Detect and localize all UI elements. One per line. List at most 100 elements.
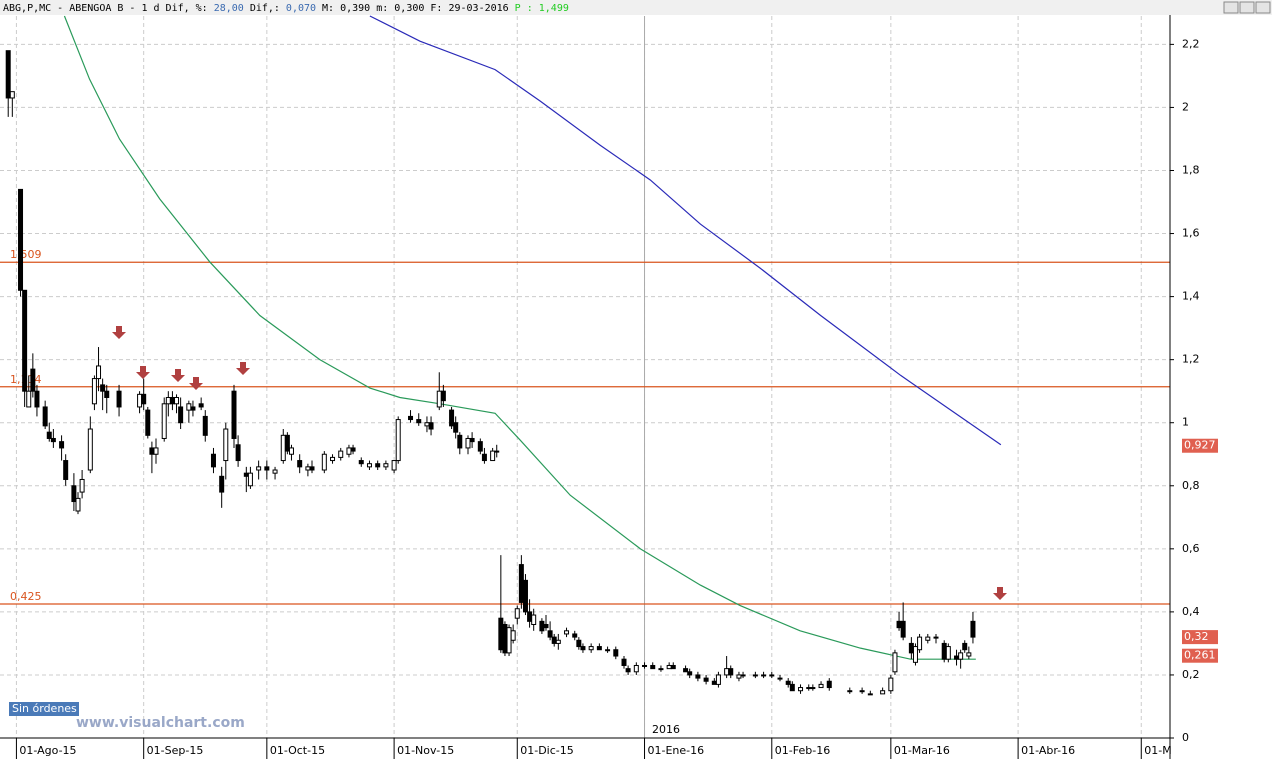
candle-body [449, 409, 455, 427]
candle-body [141, 393, 147, 405]
candle-body [752, 674, 758, 677]
y-tick-label: 0,6 [1182, 542, 1200, 555]
candle-body [457, 434, 463, 449]
candle-body [695, 674, 701, 679]
candle-body [596, 646, 602, 651]
candle-body [50, 437, 56, 443]
candle-body [785, 680, 791, 685]
candle-body [826, 680, 832, 689]
candle-body [116, 390, 122, 408]
y-tick-label: 0,8 [1182, 479, 1200, 492]
candle-body [186, 403, 192, 411]
y-tick-label: 1 [1182, 416, 1189, 429]
moving-average [369, 15, 1002, 446]
candle-body [174, 396, 180, 405]
candle-body [169, 396, 175, 405]
candle-body [859, 690, 865, 693]
header-field: Dif,: [250, 3, 280, 14]
candle-body [728, 668, 734, 676]
candle-body [490, 450, 496, 462]
candle-body [153, 447, 159, 455]
moving-average [63, 15, 976, 660]
header-bar [0, 0, 1272, 15]
candle-body [79, 478, 85, 493]
candle-body [683, 668, 689, 673]
candle-body [818, 683, 824, 689]
candle-body [210, 453, 216, 468]
header-field: M: 0,390 m: 0,300 F: 29-03-2016 [322, 3, 509, 14]
level-label: 1,509 [10, 248, 42, 261]
candle-body [494, 450, 500, 453]
candle-body [30, 368, 36, 392]
candle-body [465, 437, 471, 449]
close[interactable] [1255, 1, 1271, 14]
header-field: 28,00 [214, 3, 244, 14]
candle-body [428, 422, 434, 430]
candle-body [666, 664, 672, 670]
candle-body [543, 623, 549, 629]
candle-body [789, 683, 795, 692]
candle-body [481, 453, 487, 462]
orders-text[interactable]: Sin órdenes [12, 702, 77, 715]
candle-body [880, 690, 886, 695]
orders-button[interactable] [9, 702, 79, 716]
candle-body [806, 687, 812, 690]
candle-body [161, 403, 167, 439]
candle-body [625, 668, 631, 673]
candle-body [288, 447, 294, 455]
candle-body [235, 444, 241, 462]
candle-body [18, 188, 24, 291]
maximize[interactable] [1239, 1, 1255, 14]
y-tick-label: 0,4 [1182, 605, 1200, 618]
candle-body [59, 441, 65, 449]
level-label: 0,425 [10, 590, 42, 603]
candle-body [264, 466, 270, 471]
x-tick-label: 01-Abr-16 [1021, 744, 1075, 757]
candle-body [510, 630, 516, 641]
candle-body [539, 620, 545, 632]
candle-body [962, 642, 968, 651]
y-tick-label: 0,2 [1182, 668, 1200, 681]
window-controls[interactable] [1223, 1, 1271, 14]
candle-body [75, 497, 81, 512]
candle-body [670, 664, 676, 670]
candle-body [917, 636, 923, 651]
candle-body [613, 649, 619, 657]
x-tick-label: 01-Feb-16 [775, 744, 830, 757]
candle-body [945, 646, 951, 660]
candle-body [506, 627, 512, 654]
candle-body [165, 396, 171, 405]
candle-body [231, 390, 237, 439]
candle-body [703, 677, 709, 682]
candle-body [547, 630, 553, 638]
candle-body [9, 91, 15, 99]
candle-body [711, 680, 717, 685]
candle-body [933, 636, 939, 639]
candle-body [256, 466, 262, 471]
candle-body [498, 617, 504, 651]
arrow [993, 587, 1007, 600]
candle-body [358, 460, 364, 465]
candle-body [309, 466, 315, 471]
candle-body [514, 608, 520, 619]
candle-body [391, 460, 397, 471]
candle-body [34, 390, 40, 408]
price-label: 0,261 [1184, 649, 1216, 662]
candle-body [551, 636, 557, 644]
arrow [136, 366, 150, 379]
x-tick-label: 01-Sep-15 [147, 744, 204, 757]
candle-body [63, 460, 69, 480]
candle-body [321, 453, 327, 471]
header: ABG,P,MC - ABENGOA B - 1 d Dif, %: 28,00 D… [3, 3, 569, 14]
candle-body [375, 463, 381, 468]
candle-body [198, 403, 204, 408]
arrow [236, 362, 250, 375]
minimize[interactable] [1223, 1, 1239, 14]
price-label: 0,927 [1184, 439, 1216, 452]
signal-arrows [112, 326, 1007, 600]
candle-body [761, 674, 767, 677]
watermark: www.visualchart.com [76, 715, 245, 731]
price-label-box [1182, 648, 1218, 663]
candle-body [555, 639, 561, 644]
